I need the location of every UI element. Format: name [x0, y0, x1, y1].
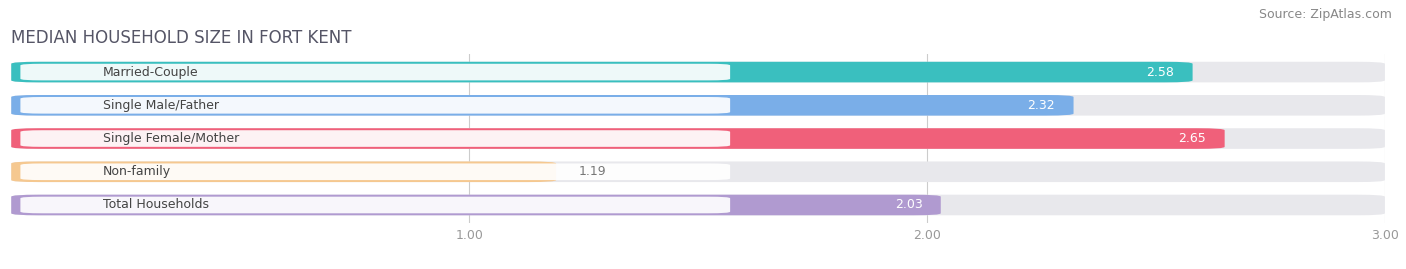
FancyBboxPatch shape: [11, 195, 941, 215]
FancyBboxPatch shape: [11, 95, 1074, 116]
Text: Non-family: Non-family: [103, 165, 172, 178]
FancyBboxPatch shape: [11, 62, 1192, 82]
Text: 2.58: 2.58: [1146, 66, 1174, 79]
FancyBboxPatch shape: [11, 161, 1385, 182]
Text: Single Male/Father: Single Male/Father: [103, 99, 219, 112]
Text: 2.03: 2.03: [894, 199, 922, 211]
FancyBboxPatch shape: [21, 197, 730, 213]
FancyBboxPatch shape: [21, 64, 730, 80]
FancyBboxPatch shape: [11, 128, 1225, 149]
FancyBboxPatch shape: [21, 130, 730, 147]
FancyBboxPatch shape: [11, 128, 1385, 149]
Text: Single Female/Mother: Single Female/Mother: [103, 132, 239, 145]
Text: Source: ZipAtlas.com: Source: ZipAtlas.com: [1258, 8, 1392, 21]
FancyBboxPatch shape: [11, 195, 1385, 215]
Text: 2.65: 2.65: [1178, 132, 1206, 145]
Text: Married-Couple: Married-Couple: [103, 66, 198, 79]
Text: MEDIAN HOUSEHOLD SIZE IN FORT KENT: MEDIAN HOUSEHOLD SIZE IN FORT KENT: [11, 29, 352, 47]
Text: 1.19: 1.19: [579, 165, 606, 178]
Text: 2.32: 2.32: [1028, 99, 1056, 112]
FancyBboxPatch shape: [11, 95, 1385, 116]
FancyBboxPatch shape: [11, 62, 1385, 82]
FancyBboxPatch shape: [11, 161, 557, 182]
Text: Total Households: Total Households: [103, 199, 209, 211]
FancyBboxPatch shape: [21, 97, 730, 114]
FancyBboxPatch shape: [21, 164, 730, 180]
